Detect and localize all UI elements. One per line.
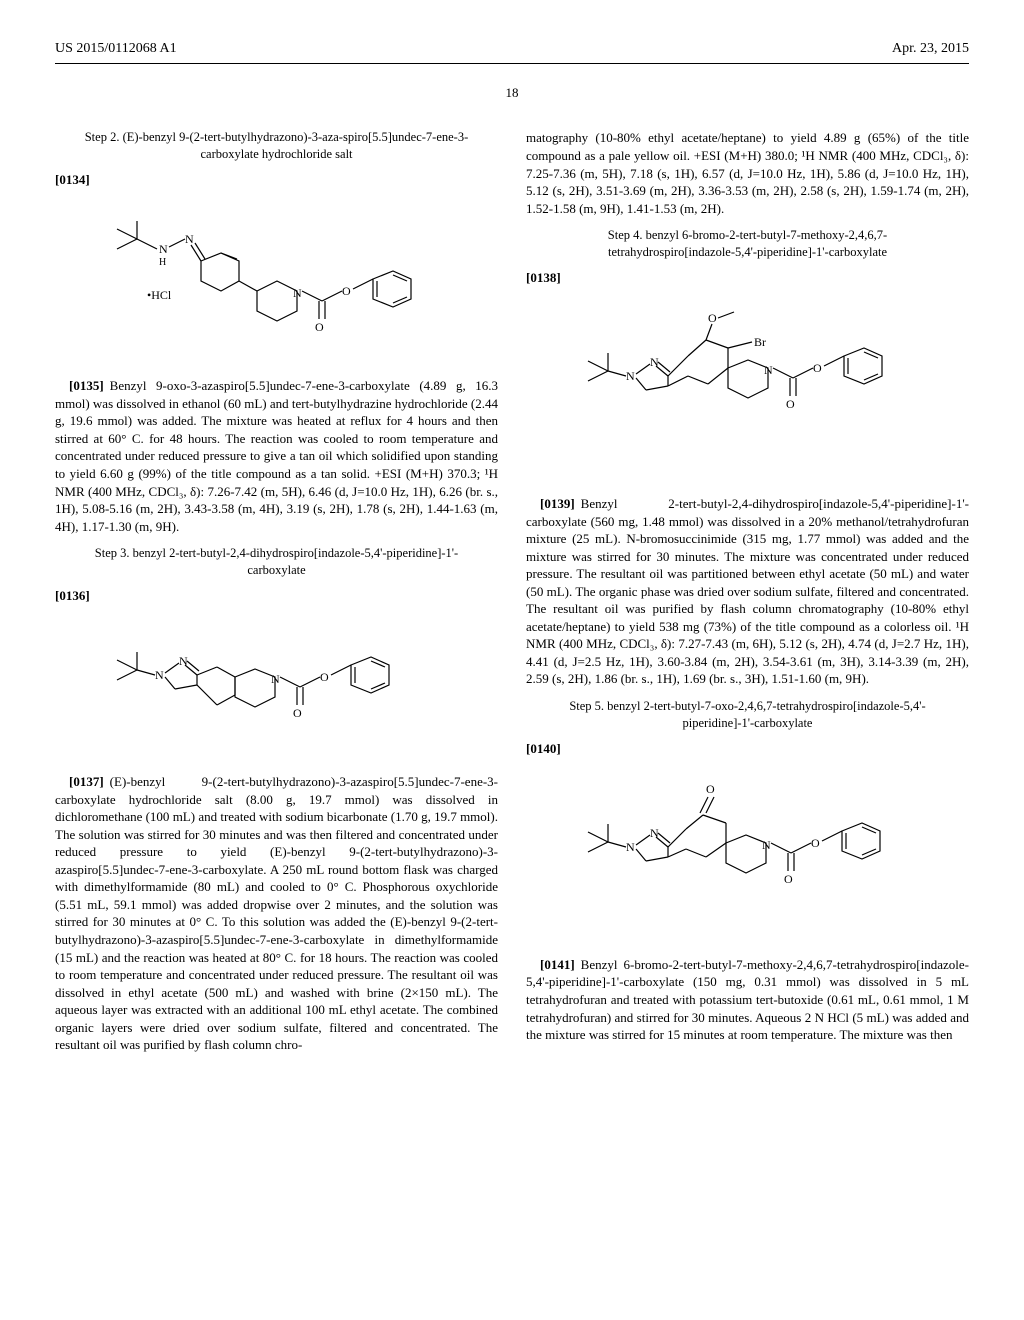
svg-text:N: N: [626, 840, 635, 854]
svg-text:•HCl: •HCl: [147, 288, 172, 302]
page-header: US 2015/0112068 A1 Apr. 23, 2015: [55, 40, 969, 64]
svg-text:N: N: [159, 242, 168, 256]
svg-text:O: O: [293, 706, 302, 720]
para-0138-number: [0138]: [526, 270, 561, 285]
para-0140: [0140]: [526, 740, 969, 758]
para-0140-number: [0140]: [526, 741, 561, 756]
para-0135: [0135]Benzyl 9-oxo-3-azaspiro[5.5]undec-…: [55, 377, 498, 535]
para-0137: [0137](E)-benzyl 9-(2-tert-butylhydrazon…: [55, 773, 498, 1054]
svg-text:O: O: [320, 670, 329, 684]
svg-text:N: N: [764, 363, 773, 377]
para-0136-number: [0136]: [55, 588, 90, 603]
step3-title: Step 3. benzyl 2-tert-butyl-2,4-dihydros…: [55, 545, 498, 579]
svg-text:N: N: [185, 232, 194, 246]
para-0141-text: Benzyl 6-bromo-2-tert-butyl-7-methoxy-2,…: [526, 957, 969, 1042]
step2-title: Step 2. (E)-benzyl 9-(2-tert-butylhydraz…: [55, 129, 498, 163]
para-0141-number: [0141]: [540, 957, 575, 972]
svg-text:N: N: [155, 668, 164, 682]
svg-text:O: O: [784, 872, 793, 886]
para-0134-number: [0134]: [55, 172, 90, 187]
svg-text:N: N: [762, 838, 771, 852]
page-number: 18: [55, 84, 969, 102]
svg-text:H: H: [159, 257, 166, 268]
para-0135-number: [0135]: [69, 378, 104, 393]
svg-text:O: O: [708, 311, 717, 325]
svg-text:O: O: [811, 836, 820, 850]
svg-text:O: O: [706, 782, 715, 796]
para-0139-number: [0139]: [540, 496, 575, 511]
svg-text:N: N: [626, 369, 635, 383]
svg-text:Br: Br: [754, 335, 766, 349]
svg-text:O: O: [342, 284, 351, 298]
svg-text:N: N: [293, 286, 302, 300]
chem-structure-step4: O Br N N: [526, 306, 969, 471]
para-0136: [0136]: [55, 587, 498, 605]
svg-text:O: O: [786, 397, 795, 411]
para-0139-text: Benzyl 2-tert-butyl-2,4-dihydrospiro[ind…: [526, 496, 969, 686]
para-0138: [0138]: [526, 269, 969, 287]
patent-number: US 2015/0112068 A1: [55, 40, 177, 59]
step4-title: Step 4. benzyl 6-bromo-2-tert-butyl-7-me…: [526, 227, 969, 261]
chem-structure-step5: O N N: [526, 777, 969, 932]
para-0135-text: Benzyl 9-oxo-3-azaspiro[5.5]undec-7-ene-…: [55, 378, 498, 533]
svg-text:O: O: [813, 361, 822, 375]
para-0134: [0134]: [55, 171, 498, 189]
chem-structure-step2: N H N •HCl N: [55, 209, 498, 354]
para-0141: [0141]Benzyl 6-bromo-2-tert-butyl-7-meth…: [526, 956, 969, 1044]
svg-text:O: O: [315, 320, 324, 334]
chem-structure-step3: N N N: [55, 625, 498, 750]
issue-date: Apr. 23, 2015: [892, 40, 969, 59]
para-0137-text: (E)-benzyl 9-(2-tert-butylhydrazono)-3-a…: [55, 774, 498, 1052]
left-column: Step 2. (E)-benzyl 9-(2-tert-butylhydraz…: [55, 129, 498, 1063]
para-0137-continued: matography (10-80% ethyl acetate/heptane…: [526, 129, 969, 217]
svg-text:N: N: [271, 672, 280, 686]
para-0137-number: [0137]: [69, 774, 104, 789]
para-0139: [0139]Benzyl 2-tert-butyl-2,4-dihydrospi…: [526, 495, 969, 688]
right-column: matography (10-80% ethyl acetate/heptane…: [526, 129, 969, 1063]
step5-title: Step 5. benzyl 2-tert-butyl-7-oxo-2,4,6,…: [526, 698, 969, 732]
